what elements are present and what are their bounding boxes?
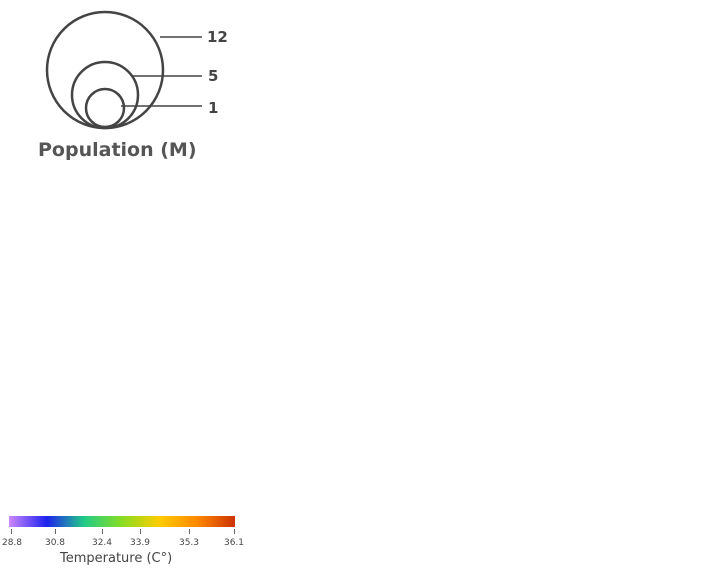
population-size-legend: 12 5 1 Population (M) [0,0,260,170]
size-label-12: 12 [207,28,228,46]
temperature-color-legend: 28.8 30.8 32.4 33.9 35.3 36.1 Temperatur… [0,510,260,579]
size-legend-circles [45,10,202,130]
tick-label: 28.8 [1,538,23,548]
tick-mark [11,529,12,534]
size-circle-1 [84,87,126,129]
tick-label: 35.3 [178,538,200,548]
tick-label: 33.9 [129,538,151,548]
tick-mark [189,529,190,534]
size-legend-title: Population (M) [38,139,197,161]
tick-mark [55,529,56,534]
temperature-color-bar [9,516,235,527]
tick-mark [234,529,235,534]
color-legend-title: Temperature (C°) [60,551,173,566]
size-label-1: 1 [208,99,219,117]
tick-label: 36.1 [223,538,245,548]
size-circle-5 [70,60,140,130]
tick-mark [102,529,103,534]
size-label-5: 5 [208,67,219,85]
tick-label: 30.8 [44,538,66,548]
tick-mark [140,529,141,534]
tick-label: 32.4 [91,538,113,548]
size-circle-12 [45,10,165,130]
